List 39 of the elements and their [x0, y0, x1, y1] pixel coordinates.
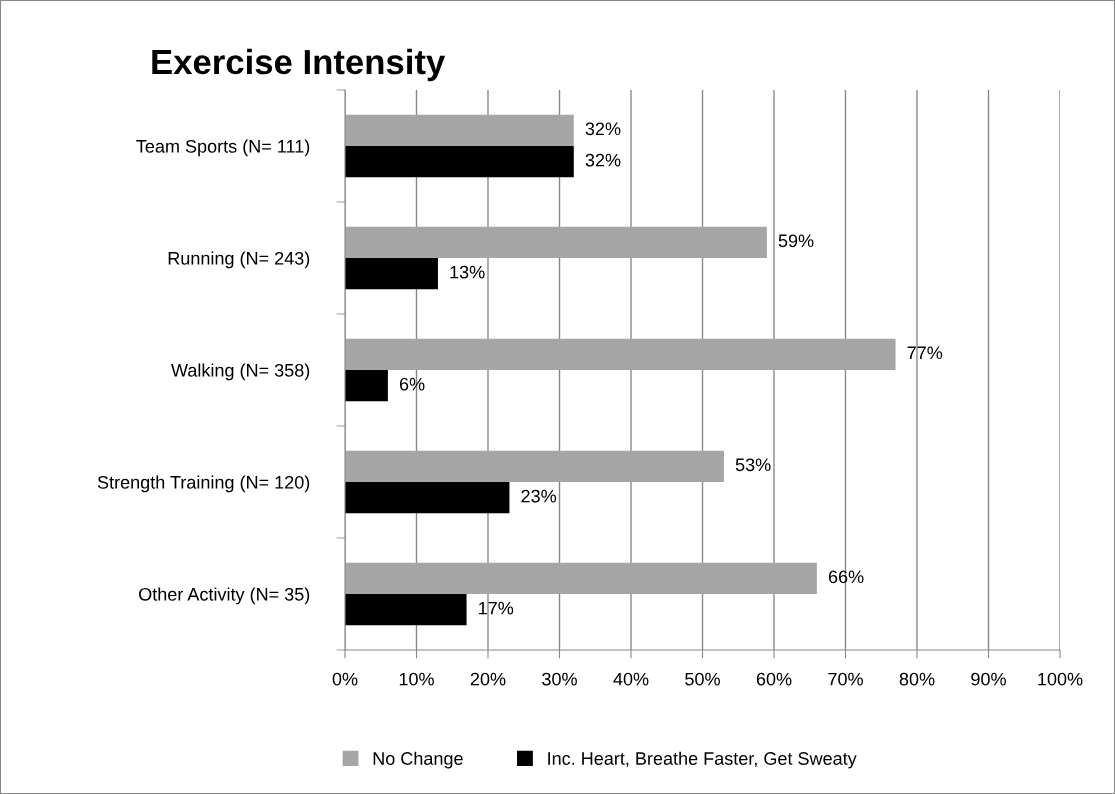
y-tick-label: Team Sports (N= 111): [136, 139, 310, 157]
data-label: 32%: [585, 153, 621, 167]
data-label: 32%: [585, 122, 621, 136]
x-tick-label: 20%: [470, 672, 506, 686]
x-tick-label: 30%: [542, 672, 577, 686]
x-tick-label: 60%: [756, 672, 792, 686]
y-tick-label: Running (N= 243): [168, 251, 310, 269]
x-tick-label: 80%: [899, 672, 935, 686]
bar: [345, 146, 574, 178]
bar: [345, 482, 510, 514]
y-tick-label: Walking (N= 358): [171, 363, 310, 381]
data-label: 17%: [479, 601, 514, 615]
x-tick-label: 0%: [332, 672, 358, 686]
x-tick-label: 10%: [399, 672, 434, 686]
data-label: 53%: [735, 458, 771, 472]
bar: [345, 450, 724, 482]
data-label: 23%: [521, 489, 557, 503]
data-label: 59%: [778, 234, 814, 248]
bar: [345, 226, 767, 258]
data-label: 77%: [907, 346, 943, 360]
bar: [345, 594, 467, 626]
data-label: 13%: [450, 265, 485, 279]
x-tick-label: 40%: [613, 672, 649, 686]
x-tick-label: 70%: [828, 672, 863, 686]
x-tick-label: 50%: [685, 672, 720, 686]
x-tick-label: 100%: [1038, 672, 1083, 686]
y-tick-label: Other Activity (N= 35): [139, 587, 310, 605]
bar: [345, 114, 574, 146]
bar: [345, 370, 388, 402]
data-label: 66%: [828, 570, 864, 584]
data-label: 6%: [399, 377, 425, 391]
bar: [345, 562, 817, 594]
chart-title: Exercise Intensity: [152, 48, 446, 82]
bar: [345, 258, 438, 290]
y-tick-label: Strength Training (N= 120): [97, 475, 310, 493]
legend-label: No Change: [373, 751, 463, 769]
bar: [345, 338, 896, 370]
x-tick-label: 90%: [971, 672, 1006, 686]
legend-label: Inc. Heart, Breathe Faster, Get Sweaty: [548, 751, 857, 769]
